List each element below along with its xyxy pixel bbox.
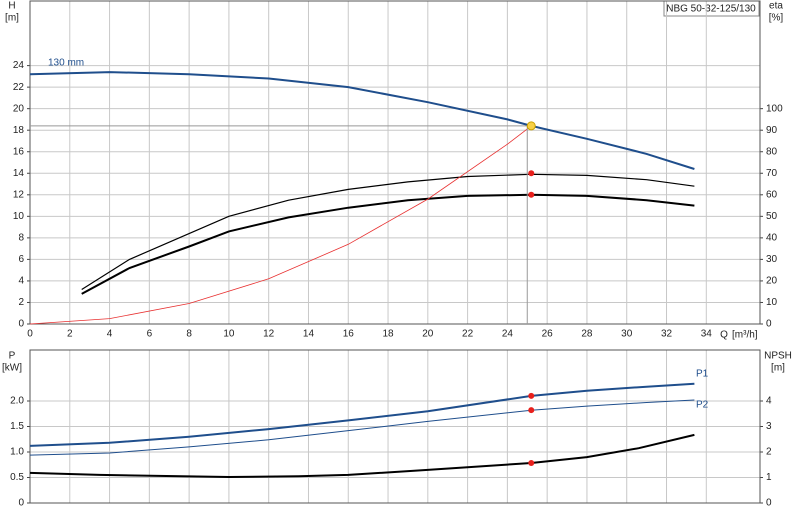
y2-tick-label: 50 xyxy=(766,211,778,222)
y-tick-label: 0.5 xyxy=(10,472,24,483)
y2-tick-label: 2 xyxy=(766,447,772,458)
curve xyxy=(29,382,695,447)
curve xyxy=(29,399,695,456)
y2-tick-label: 0 xyxy=(766,319,772,330)
y-tick-label: 22 xyxy=(13,82,25,93)
operating-point xyxy=(528,392,535,399)
curve xyxy=(29,71,695,170)
x-tick-label: 4 xyxy=(107,329,113,340)
curve-label: P1 xyxy=(696,369,709,380)
y2-tick-label: 80 xyxy=(766,146,778,157)
x-tick-label: 22 xyxy=(462,329,474,340)
curve-label: P2 xyxy=(696,400,709,411)
y2-tick-label: 70 xyxy=(766,168,778,179)
y2-axis-label: NPSH xyxy=(764,351,792,362)
x-tick-label: 16 xyxy=(343,329,355,340)
y2-tick-label: 30 xyxy=(766,254,778,265)
y2-tick-label: 4 xyxy=(766,396,772,407)
y-axis-unit: [m] xyxy=(5,13,19,24)
y-tick-label: 1.5 xyxy=(10,421,24,432)
curve-label: 130 mm xyxy=(48,58,84,69)
y-tick-label: 2 xyxy=(18,297,24,308)
y-axis-label: P xyxy=(9,351,16,362)
y2-tick-label: 20 xyxy=(766,276,778,287)
plot-frame xyxy=(29,349,761,504)
y-tick-label: 24 xyxy=(13,60,25,71)
operating-point xyxy=(528,407,535,414)
x-tick-label: 6 xyxy=(147,329,153,340)
y2-tick-label: 10 xyxy=(766,297,778,308)
operating-point xyxy=(528,191,535,198)
y2-axis-label: eta xyxy=(769,1,783,12)
y2-tick-label: 60 xyxy=(766,189,778,200)
curve xyxy=(81,193,695,295)
x-tick-label: 30 xyxy=(621,329,633,340)
plot-frame xyxy=(29,0,761,325)
y2-tick-label: 100 xyxy=(766,103,783,114)
y2-tick-label: 1 xyxy=(766,472,772,483)
x-tick-label: 18 xyxy=(382,329,394,340)
x-tick-label: 28 xyxy=(581,329,593,340)
curve xyxy=(29,433,695,479)
x-tick-label: 20 xyxy=(422,329,434,340)
y-tick-label: 0 xyxy=(18,319,24,330)
y2-axis-unit: [%] xyxy=(769,13,784,24)
y-tick-label: 14 xyxy=(13,168,25,179)
y-axis-unit: [kW] xyxy=(2,363,22,374)
curve xyxy=(29,125,532,325)
y-tick-label: 12 xyxy=(13,189,25,200)
x-tick-label: 2 xyxy=(67,329,73,340)
y-tick-label: 18 xyxy=(13,125,25,136)
x-tick-label: 26 xyxy=(542,329,554,340)
y-tick-label: 0 xyxy=(18,498,24,509)
y2-tick-label: 0 xyxy=(766,498,772,509)
x-tick-label: 0 xyxy=(27,329,33,340)
y-tick-label: 6 xyxy=(18,254,24,265)
operating-point xyxy=(528,170,535,177)
x-tick-label: 32 xyxy=(661,329,673,340)
x-tick-label: 12 xyxy=(263,329,275,340)
curve xyxy=(81,173,695,291)
y-tick-label: 10 xyxy=(13,211,25,222)
operating-point xyxy=(526,121,536,131)
chart-title: NBG 50-32-125/130 xyxy=(666,4,756,15)
y-tick-label: 8 xyxy=(18,233,24,244)
y2-tick-label: 90 xyxy=(766,125,778,136)
operating-point xyxy=(528,459,535,466)
x-tick-label: 10 xyxy=(223,329,235,340)
y-tick-label: 20 xyxy=(13,103,25,114)
y-axis-label: H xyxy=(8,1,15,12)
x-tick-label: 8 xyxy=(186,329,192,340)
x-axis-unit: [m³/h] xyxy=(732,330,758,341)
x-tick-label: 34 xyxy=(701,329,713,340)
y2-tick-label: 3 xyxy=(766,421,772,432)
x-axis-label: Q xyxy=(720,330,728,341)
x-tick-label: 24 xyxy=(502,329,514,340)
x-tick-label: 14 xyxy=(303,329,315,340)
y-tick-label: 2.0 xyxy=(10,396,24,407)
y2-axis-unit: [m] xyxy=(771,363,785,374)
y2-tick-label: 40 xyxy=(766,233,778,244)
y-tick-label: 4 xyxy=(18,276,24,287)
y-tick-label: 16 xyxy=(13,146,25,157)
y-tick-label: 1.0 xyxy=(10,447,24,458)
